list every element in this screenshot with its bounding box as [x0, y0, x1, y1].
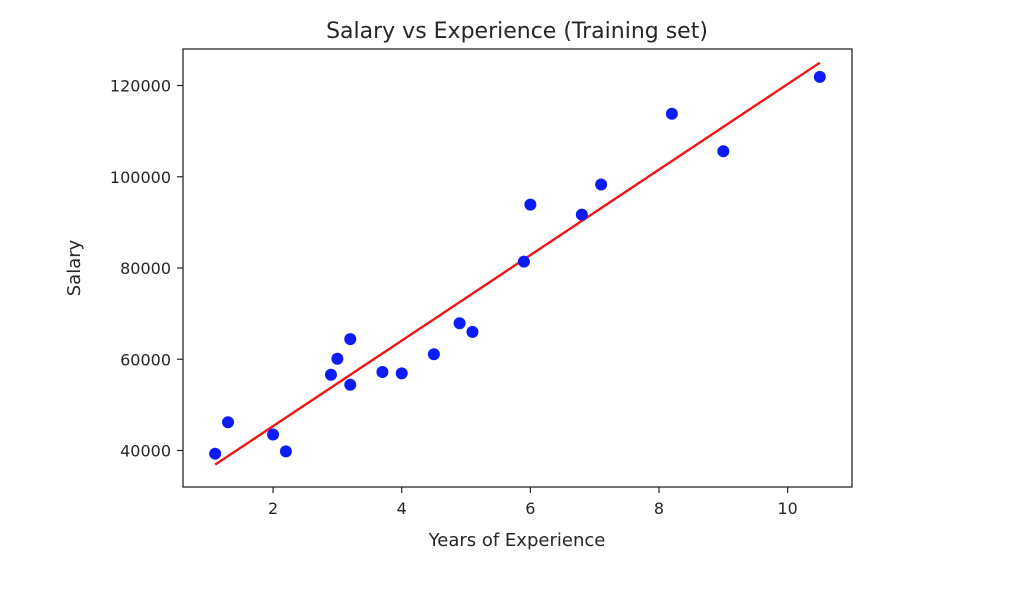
x-tick-label: 2 — [268, 499, 278, 518]
data-point-20 — [813, 70, 826, 83]
y-axis: 40000 60000 80000 100000 120000 — [110, 77, 183, 461]
data-point-5 — [324, 368, 337, 381]
data-point-8 — [344, 333, 357, 346]
plot-area — [209, 61, 826, 466]
y-tick-label: 40000 — [120, 442, 171, 461]
x-tick-label: 4 — [397, 499, 407, 518]
data-point-11 — [427, 348, 440, 361]
x-tick-label: 6 — [525, 499, 535, 518]
data-point-10 — [395, 367, 408, 380]
data-point-13 — [466, 325, 479, 338]
y-axis-label: Salary — [64, 239, 85, 296]
regression-line — [214, 61, 821, 466]
chart-title: Salary vs Experience (Training set) — [326, 19, 708, 44]
x-tick-label: 10 — [777, 499, 797, 518]
y-tick-label: 100000 — [110, 168, 171, 187]
y-tick-label: 120000 — [110, 77, 171, 96]
data-point-19 — [717, 145, 730, 158]
y-tick-label: 80000 — [120, 259, 171, 278]
data-point-14 — [517, 255, 530, 268]
data-point-9 — [376, 366, 389, 379]
data-point-1 — [209, 447, 222, 460]
data-point-12 — [453, 317, 466, 330]
y-tick-label: 60000 — [120, 350, 171, 369]
data-point-4 — [279, 445, 292, 458]
x-axis-label: Years of Experience — [428, 530, 606, 551]
data-point-7 — [344, 378, 357, 391]
data-point-17 — [595, 178, 608, 191]
data-point-6 — [331, 352, 344, 365]
data-point-2 — [222, 416, 235, 429]
x-axis: 2 4 6 8 10 — [268, 487, 798, 518]
data-point-3 — [267, 428, 280, 441]
data-point-18 — [665, 107, 678, 120]
x-tick-label: 8 — [654, 499, 664, 518]
plot-frame — [182, 48, 853, 488]
data-point-15 — [524, 198, 537, 211]
data-point-16 — [575, 208, 588, 221]
